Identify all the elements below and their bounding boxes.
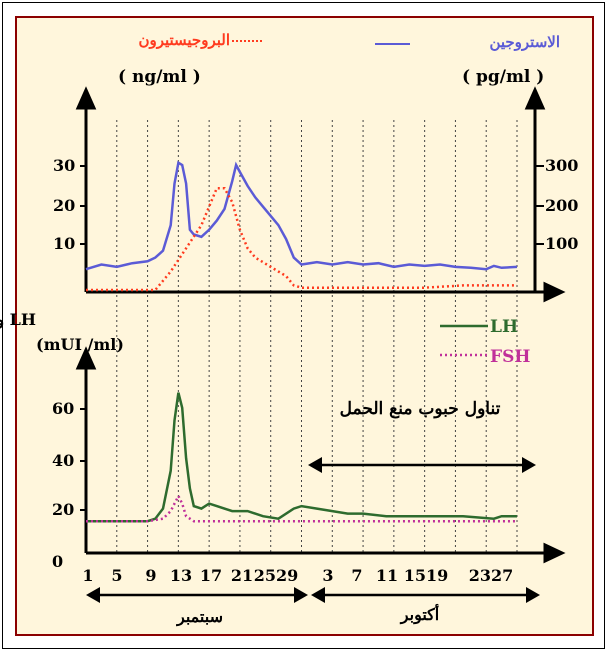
x-tick-label: 3 <box>322 566 333 585</box>
tick-y-0: 0 <box>52 552 63 571</box>
x-tick-label: 1519 <box>404 566 449 585</box>
month-label-september: سبتمبر <box>176 607 223 627</box>
axes <box>75 86 566 564</box>
tick-y-60: 60 <box>52 399 74 418</box>
x-tick-label: 2529 <box>254 566 299 585</box>
tick-right-200: 200 <box>545 196 578 215</box>
legend-progesterone-label: البروجيستيرون <box>138 31 230 49</box>
tick-right-300: 300 <box>545 156 578 175</box>
bottom-x-axis-arrow <box>543 542 566 564</box>
tick-left-30: 30 <box>53 156 75 175</box>
fsh-line <box>86 493 517 523</box>
tick-y-20: 20 <box>52 500 74 519</box>
month-arrow-october <box>311 587 540 603</box>
x-tick-labels: 1 5 9 13 17 21 2529 3 7 11 1519 2327 <box>82 566 513 585</box>
bottom-y-axis-arrow <box>75 346 97 370</box>
chart-panel <box>15 16 594 636</box>
top-right-ticks: 100 200 300 <box>535 156 578 253</box>
bottom-y-ticks: 0 20 40 60 <box>52 399 86 571</box>
top-left-axis-arrow <box>75 86 97 110</box>
tick-y-40: 40 <box>52 451 74 470</box>
top-x-axis-arrow <box>543 281 566 303</box>
x-tick-label: 5 <box>111 566 122 585</box>
month-arrow-september <box>86 587 308 603</box>
month-label-october: أكتوبر <box>400 603 439 625</box>
lh-line <box>86 392 517 523</box>
x-tick-label: 11 <box>376 566 398 585</box>
pill-annotation-arrow <box>308 457 536 473</box>
tick-right-100: 100 <box>545 234 578 253</box>
legend-fsh-label: FSH <box>490 347 530 367</box>
left-unit-label: ( ng/ml ) <box>118 67 201 87</box>
top-left-ticks: 10 20 30 <box>53 156 86 253</box>
x-tick-label: 7 <box>351 566 362 585</box>
bottom-axis-title: LH و FSH <box>0 310 36 330</box>
tick-left-20: 20 <box>53 196 75 215</box>
x-tick-label: 13 <box>170 566 192 585</box>
x-tick-label: 17 <box>200 566 222 585</box>
x-tick-label: 1 <box>82 566 93 585</box>
legend-lh-label: LH <box>490 317 518 337</box>
right-unit-label: ( pg/ml ) <box>462 67 544 87</box>
x-tick-label: 21 <box>231 566 253 585</box>
estrogen-line <box>85 160 518 271</box>
bottom-axis-unit: (mUI /ml) <box>36 335 124 354</box>
x-tick-label: 9 <box>145 566 156 585</box>
gridlines <box>116 120 518 553</box>
top-right-axis-arrow <box>524 86 546 110</box>
x-tick-label: 2327 <box>469 566 514 585</box>
legend-estrogen-label: الاستروجين <box>489 33 560 51</box>
pill-annotation: تناول حبوب منع الحمل <box>340 399 501 419</box>
tick-left-10: 10 <box>53 234 75 253</box>
